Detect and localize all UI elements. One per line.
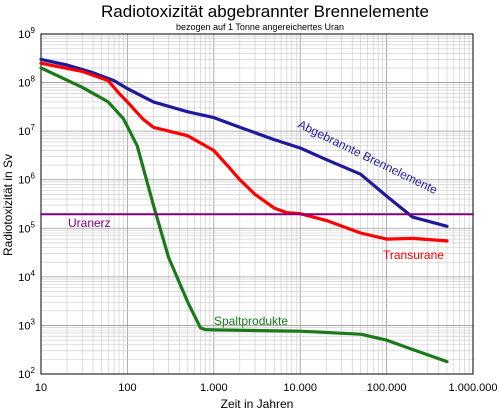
series-label-uranerz: Uranerz xyxy=(68,216,111,230)
series-line-transurane xyxy=(39,61,449,243)
x-tick-label: 100 xyxy=(118,382,136,394)
x-tick-label: 1.000.000 xyxy=(449,382,498,394)
x-tick-label: 10.000 xyxy=(283,382,317,394)
y-tick-label: 107 xyxy=(18,123,35,138)
y-tick-label: 106 xyxy=(18,172,35,187)
plot-frame xyxy=(40,33,474,375)
y-tick-label: 108 xyxy=(18,75,35,90)
series-lines xyxy=(39,57,474,364)
x-tick-label: 10 xyxy=(35,382,47,394)
x-tick-label: 1.000 xyxy=(200,382,228,394)
x-tick-label: 100.000 xyxy=(367,382,407,394)
y-tick-label: 109 xyxy=(18,26,35,41)
y-tick-label: 104 xyxy=(18,269,35,284)
grid xyxy=(40,34,473,375)
x-axis-label: Zeit in Jahren xyxy=(221,397,294,411)
series-line-spaltprodukte xyxy=(39,66,449,364)
series-label-transurane: Transurane xyxy=(383,248,444,262)
y-tick-label: 103 xyxy=(18,317,35,332)
y-tick-label: 102 xyxy=(18,366,35,381)
series-label-spaltprodukte: Spaltprodukte xyxy=(214,314,288,328)
ticks: 10 100 1.000 10.000 100.000 1.000.000 102 103 10… xyxy=(18,26,497,394)
series-line-abgebrannte-brennelemente xyxy=(39,57,449,228)
chart-title: Radiotoxizität abgebrannter Brennelement… xyxy=(101,2,429,21)
chart-subtitle: bezogen auf 1 Tonne angereichertes Uran xyxy=(176,22,344,32)
y-axis-label: Radiotoxizität in Sv xyxy=(1,154,15,256)
y-tick-label: 105 xyxy=(18,220,35,235)
